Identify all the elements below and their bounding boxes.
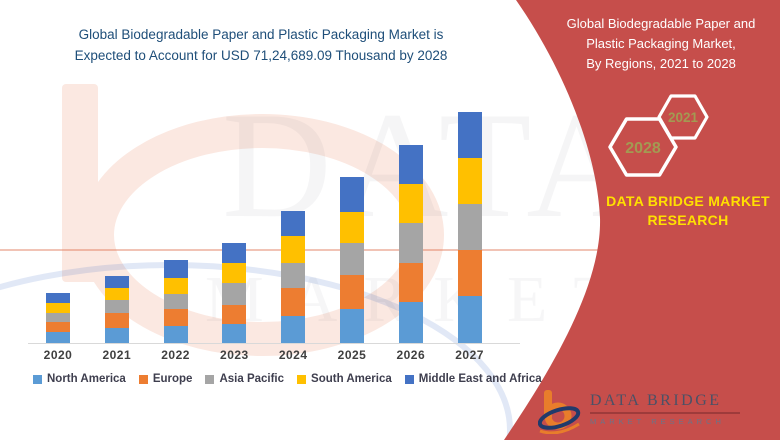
bar-segment-2027-south-america	[457, 158, 482, 204]
bar-segment-2027-north-america	[457, 296, 482, 343]
footer-logo: DATA BRIDGE MARKET RESEARCH	[538, 386, 740, 434]
legend-item-south-america: South America	[297, 373, 392, 385]
bar-segment-2020-north-america	[46, 332, 70, 343]
legend-item-north-america: North America	[33, 373, 126, 385]
brand-text: DATA BRIDGE MARKET RESEARCH	[578, 192, 780, 230]
chart-title-line2: Expected to Account for USD 71,24,689.09…	[74, 48, 448, 63]
hexagon-small-year-label: 2021	[668, 110, 699, 125]
legend-swatch-icon	[404, 374, 414, 384]
brand-text-line1: DATA BRIDGE MARKET	[606, 193, 770, 209]
side-panel-title-line3: By Regions, 2021 to 2028	[586, 56, 736, 71]
x-axis-label-2020: 2020	[43, 348, 73, 362]
legend-swatch-icon	[205, 374, 215, 384]
legend-swatch-icon	[297, 374, 307, 384]
bar-segment-2020-south-america	[46, 303, 70, 313]
footer-logo-wordmark: DATA BRIDGE	[590, 392, 722, 409]
footer-logo-divider	[590, 412, 740, 414]
legend-label: South America	[311, 373, 392, 385]
legend-item-asia-pacific: Asia Pacific	[205, 373, 284, 385]
legend-swatch-icon	[138, 374, 148, 384]
bar-segment-2020-europe	[46, 322, 70, 332]
legend-label: North America	[47, 373, 126, 385]
bar-segment-2027-middle-east-and-africa	[457, 112, 482, 158]
databridge-logo-icon	[538, 390, 581, 434]
legend-swatch-icon	[33, 374, 42, 384]
chart-title-line1: Global Biodegradable Paper and Plastic P…	[78, 27, 444, 42]
year-hexagons: 2028 2021	[608, 94, 709, 177]
hexagon-large-year-label: 2028	[625, 140, 661, 157]
bar-segment-2020-middle-east-and-africa	[46, 293, 70, 303]
x-axis-label-2027: 2027	[455, 348, 484, 362]
chart-title: Global Biodegradable Paper and Plastic P…	[30, 24, 492, 66]
footer-logo-text: DATA BRIDGE MARKET RESEARCH	[590, 386, 740, 426]
side-panel-title: Global Biodegradable Paper and Plastic P…	[548, 14, 774, 74]
brand-text-line2: RESEARCH	[647, 212, 729, 228]
footer-logo-subtitle: MARKET RESEARCH	[590, 417, 725, 426]
bar-segment-2027-europe	[457, 250, 482, 296]
legend-label: Europe	[152, 373, 193, 385]
bar-segment-2027-asia-pacific	[457, 204, 482, 250]
side-panel-title-line2: Plastic Packaging Market,	[586, 36, 736, 51]
side-panel-title-line1: Global Biodegradable Paper and	[566, 16, 756, 31]
legend-label: Asia Pacific	[219, 373, 285, 385]
legend-item-europe: Europe	[138, 373, 193, 385]
bar-segment-2020-asia-pacific	[46, 313, 70, 322]
